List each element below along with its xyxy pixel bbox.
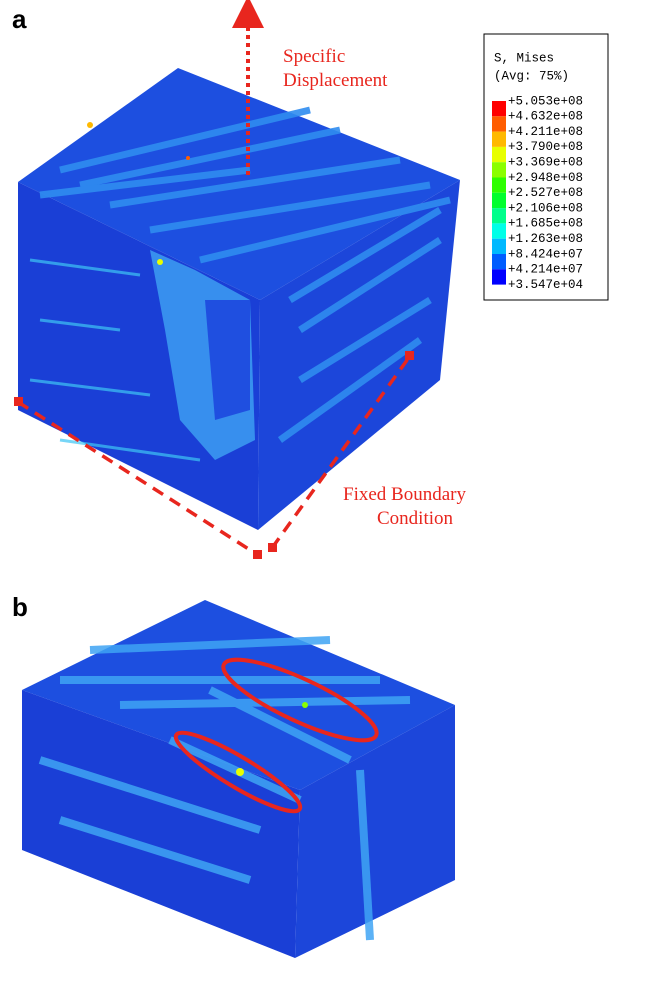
legend-swatch xyxy=(492,177,506,193)
annotation: Condition xyxy=(377,508,454,529)
legend-title: S, Mises xyxy=(494,51,554,65)
cube-a xyxy=(18,68,460,530)
legend-swatch xyxy=(492,162,506,178)
legend-label: +3.369e+08 xyxy=(508,155,583,169)
annotation: Fixed Boundary xyxy=(343,484,466,505)
highlight xyxy=(221,657,379,743)
legend-swatch xyxy=(492,223,506,239)
legend-swatch xyxy=(492,116,506,132)
legend-swatch xyxy=(492,238,506,254)
legend-swatch xyxy=(492,269,506,285)
legend: +5.053e+08 +4.632e+08+4.211e+08+3.790e+08… xyxy=(492,94,583,292)
corner xyxy=(253,550,262,559)
panel-label: b xyxy=(12,592,28,622)
corner xyxy=(405,351,414,360)
panel-label: a xyxy=(12,4,27,34)
annotation: Specific xyxy=(283,46,345,67)
corner xyxy=(268,543,277,552)
legend-label: +4.214e+07 xyxy=(508,263,583,277)
legend-label: +1.263e+08 xyxy=(508,232,583,246)
annotation: Displacement xyxy=(283,70,388,91)
legend-title: (Avg: 75%) xyxy=(494,69,569,83)
highlight xyxy=(173,730,303,814)
legend-swatch xyxy=(492,101,506,117)
legend-label: +2.948e+08 xyxy=(508,171,583,185)
legend-label: +3.790e+08 xyxy=(508,140,583,154)
legend-label: +2.106e+08 xyxy=(508,201,583,215)
boundary-edge xyxy=(17,400,259,557)
legend-swatch xyxy=(492,192,506,209)
legend-label: +5.053e+08 xyxy=(508,94,583,108)
legend-swatch xyxy=(492,146,506,163)
legend-swatch xyxy=(492,254,506,270)
legend-label: +2.527e+08 xyxy=(508,186,583,200)
cube-b xyxy=(22,600,455,958)
legend-label: +8.424e+07 xyxy=(508,247,583,261)
legend-label: +4.632e+08 xyxy=(508,110,583,124)
legend-swatch xyxy=(492,208,506,224)
corner xyxy=(14,397,23,406)
legend-label: +3.547e+04 xyxy=(508,278,583,292)
legend-label: +4.211e+08 xyxy=(508,125,583,139)
legend-swatch xyxy=(492,131,506,147)
legend-label: +1.685e+08 xyxy=(508,217,583,231)
